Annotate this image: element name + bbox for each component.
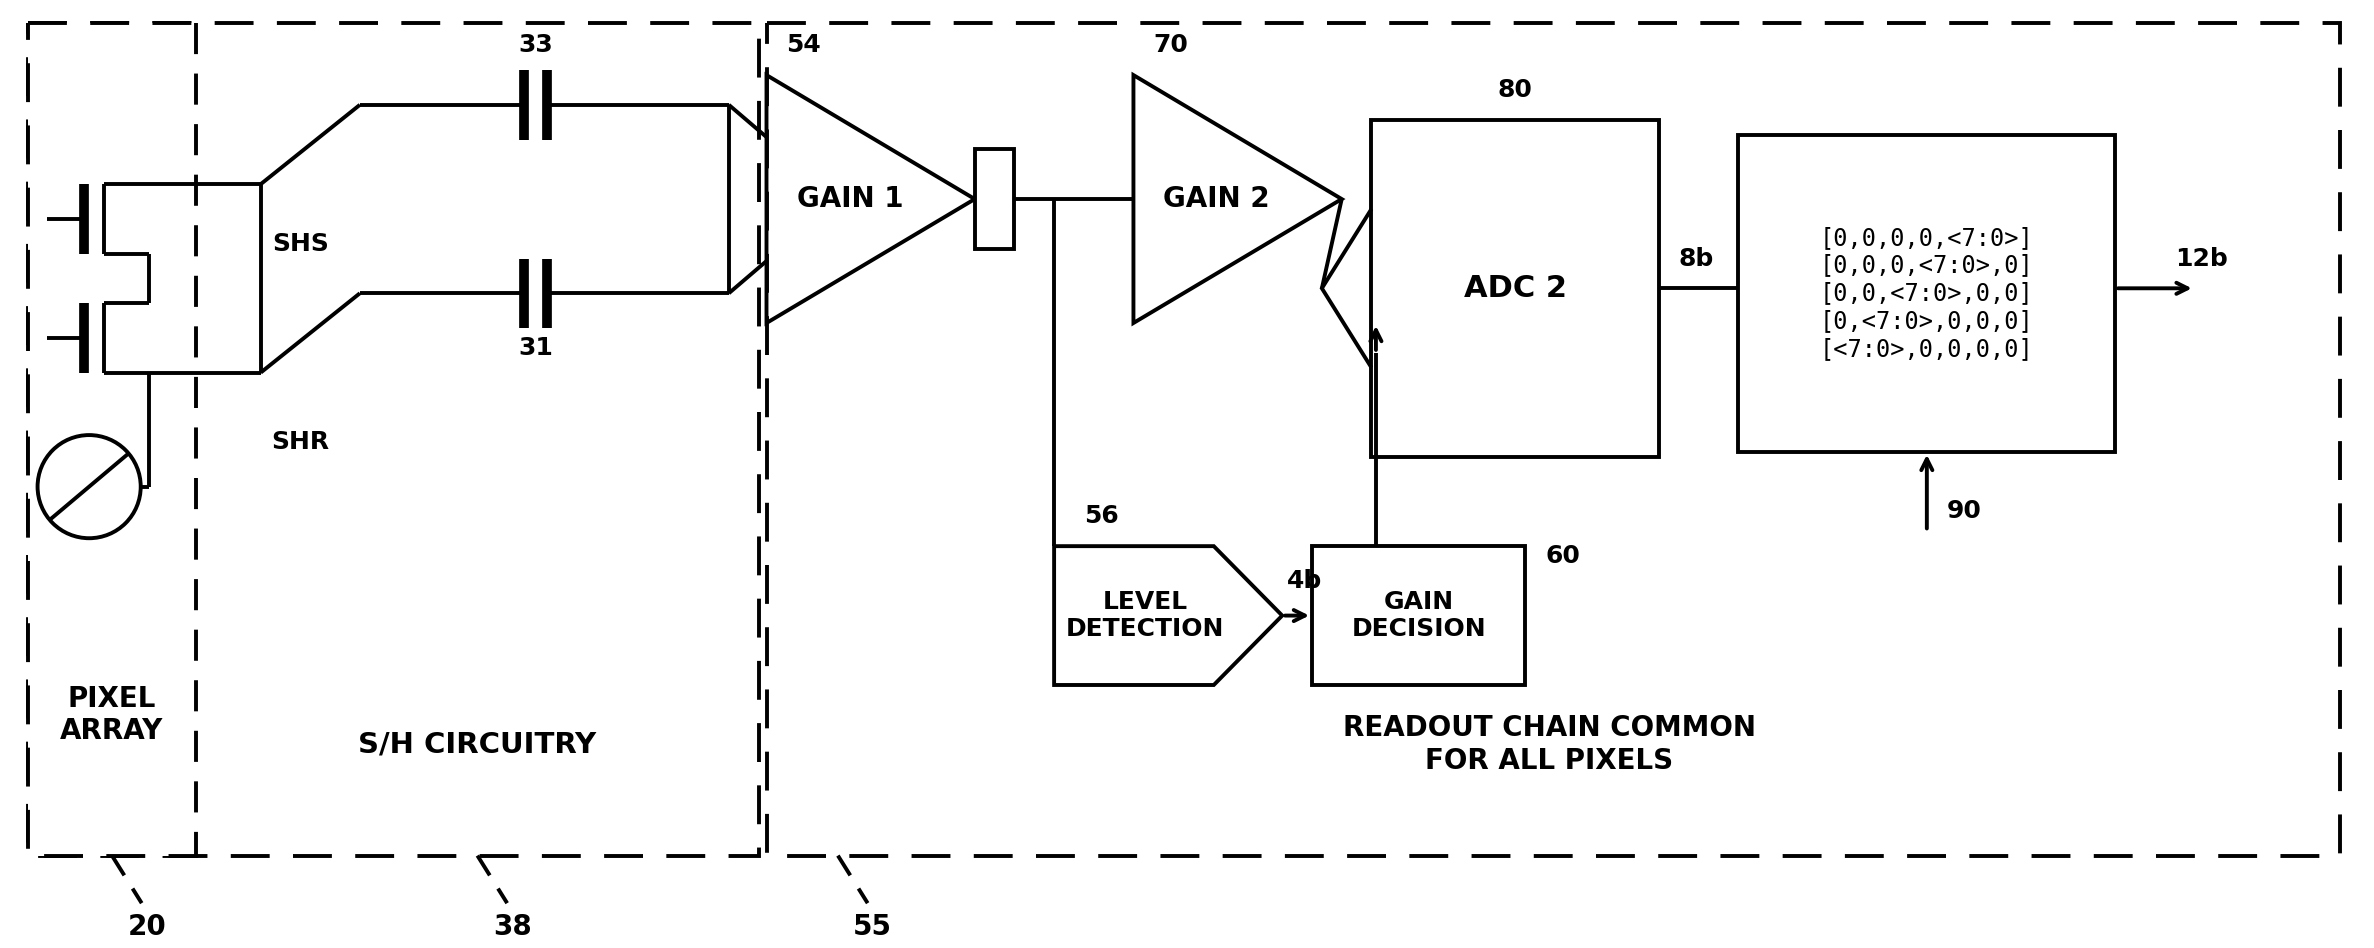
Bar <box>28 23 197 856</box>
Text: 8b: 8b <box>1678 246 1714 270</box>
Bar <box>1313 546 1524 685</box>
Text: 90: 90 <box>1947 500 1982 523</box>
Text: LEVEL
DETECTION: LEVEL DETECTION <box>1066 590 1225 642</box>
Text: 33: 33 <box>518 33 553 57</box>
Bar <box>976 150 1014 248</box>
Text: 60: 60 <box>1545 544 1579 568</box>
Text: GAIN 1: GAIN 1 <box>798 185 902 213</box>
Bar <box>28 23 760 856</box>
Text: 38: 38 <box>494 913 532 941</box>
Bar <box>767 23 2341 856</box>
Text: SHS: SHS <box>273 231 330 256</box>
Text: GAIN
DECISION: GAIN DECISION <box>1351 590 1486 642</box>
Text: [0,0,0,0,<7:0>]
[0,0,0,<7:0>,0]
[0,0,<7:0>,0,0]
[0,<7:0>,0,0,0]
[<7:0>,0,0,0,0]: [0,0,0,0,<7:0>] [0,0,0,<7:0>,0] [0,0,<7:… <box>1821 226 2035 361</box>
Text: 80: 80 <box>1498 78 1534 102</box>
Text: PIXEL
ARRAY: PIXEL ARRAY <box>59 684 164 745</box>
Text: 56: 56 <box>1085 504 1118 528</box>
Text: GAIN 2: GAIN 2 <box>1163 185 1270 213</box>
Text: 54: 54 <box>786 33 821 57</box>
Bar <box>1372 119 1659 457</box>
Text: 20: 20 <box>128 913 166 941</box>
Text: 4b: 4b <box>1287 569 1322 592</box>
Text: 12b: 12b <box>2175 246 2227 270</box>
Text: ADC 2: ADC 2 <box>1465 274 1567 302</box>
Text: READOUT CHAIN COMMON
FOR ALL PIXELS: READOUT CHAIN COMMON FOR ALL PIXELS <box>1344 714 1757 775</box>
Text: S/H CIRCUITRY: S/H CIRCUITRY <box>358 731 596 758</box>
Text: 55: 55 <box>852 913 893 941</box>
Text: SHR: SHR <box>271 430 330 454</box>
Bar <box>1738 135 2115 452</box>
Text: 31: 31 <box>518 336 553 360</box>
Text: 70: 70 <box>1154 33 1187 57</box>
